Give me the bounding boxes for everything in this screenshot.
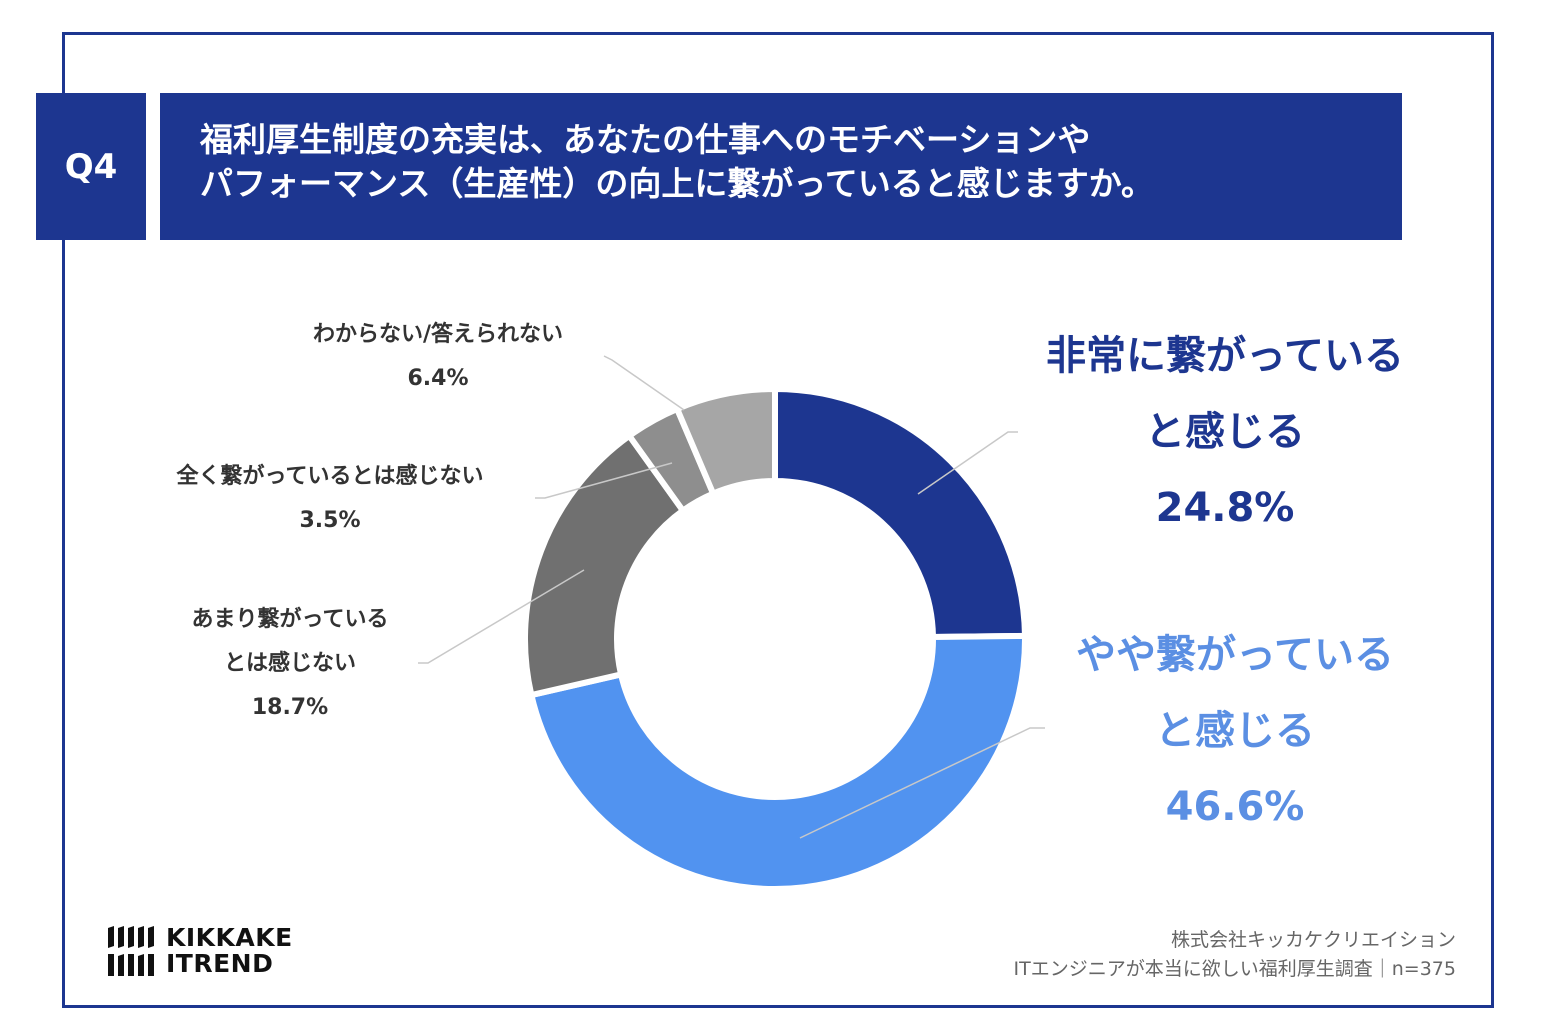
donut-slice-not-very-connected <box>522 431 688 699</box>
donut-slice-dont-know <box>673 385 778 498</box>
slice-label-very-connected: 非常に繋がっている と感じる 24.8% <box>1020 318 1430 546</box>
slice-label-very-connected-line-1: 非常に繋がっている <box>1046 333 1404 379</box>
slice-label-not-connected-at-all: 全く繋がっているとは感じない 3.5% <box>130 455 530 543</box>
logo-mark-icon <box>108 926 154 976</box>
leader-line-somewhat-connected <box>799 727 1045 839</box>
kikkake-itrend-logo: KIKKAKE ITREND <box>106 924 293 978</box>
slice-label-dont-know: わからない/答えられない 6.4% <box>268 313 608 401</box>
slice-label-not-very-connected-line-2: とは感じない <box>223 651 356 676</box>
slice-value-very-connected: 24.8% <box>1155 485 1295 531</box>
logo-text-line-1: KIKKAKE <box>166 923 293 952</box>
slice-label-dont-know-line-1: わからない/答えられない <box>312 322 564 347</box>
leader-line-not-connected-at-all <box>535 462 673 499</box>
source-company: 株式会社キッカケクリエイション <box>1170 929 1456 951</box>
slice-label-not-very-connected: あまり繋がっている とは感じない 18.7% <box>160 598 420 730</box>
slice-value-not-very-connected: 18.7% <box>251 695 329 720</box>
slice-value-dont-know: 6.4% <box>407 366 469 391</box>
leader-line-dont-know <box>603 355 685 411</box>
source-survey: ITエンジニアが本当に欲しい福利厚生調査｜n=375 <box>1013 958 1456 980</box>
question-title-line-1: 福利厚生制度の充実は、あなたの仕事へのモチベーションや <box>200 120 1091 159</box>
leader-line-not-very-connected <box>418 569 585 664</box>
slice-label-somewhat-connected: やや繋がっている と感じる 46.6% <box>1030 617 1440 845</box>
report-frame <box>62 32 1494 1008</box>
slice-label-not-very-connected-line-1: あまり繋がっている <box>191 607 389 632</box>
question-number-badge: Q4 <box>36 93 146 240</box>
donut-slice-somewhat-connected <box>527 632 1028 892</box>
slice-label-somewhat-connected-line-2: と感じる <box>1155 708 1315 754</box>
slice-value-not-connected-at-all: 3.5% <box>299 508 361 533</box>
logo-text-line-2: ITREND <box>166 949 274 978</box>
slice-value-somewhat-connected: 46.6% <box>1165 784 1305 830</box>
leader-line-very-connected <box>917 431 1018 495</box>
slice-label-somewhat-connected-line-1: やや繋がっている <box>1076 632 1394 678</box>
question-title-line-2: パフォーマンス（生産性）の向上に繋がっていると感じますか。 <box>200 164 1155 203</box>
source-footer: 株式会社キッカケクリエイション ITエンジニアが本当に欲しい福利厚生調査｜n=3… <box>1014 926 1456 984</box>
donut-slice-very-connected <box>772 385 1029 641</box>
slice-label-not-connected-at-all-line-1: 全く繋がっているとは感じない <box>176 464 484 489</box>
question-title: 福利厚生制度の充実は、あなたの仕事へのモチベーションや パフォーマンス（生産性）… <box>160 93 1402 240</box>
slice-label-very-connected-line-2: と感じる <box>1145 409 1305 455</box>
